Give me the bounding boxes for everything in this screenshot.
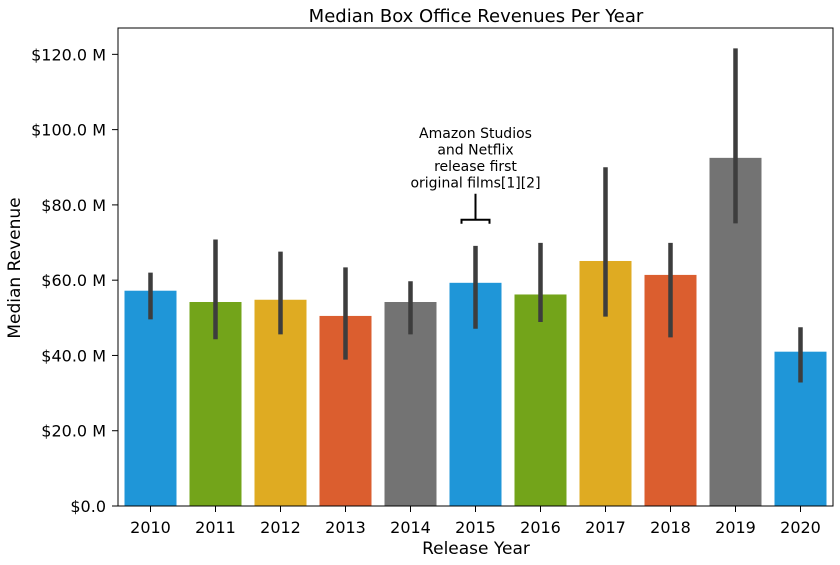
x-tick-label: 2018 [650,518,691,537]
y-tick-label: $0.0 [70,497,106,516]
x-tick-label: 2012 [260,518,301,537]
y-tick-label: $40.0 M [41,346,106,365]
bar-2010 [124,290,177,506]
y-tick-label: $20.0 M [41,422,106,441]
annotation-line: Amazon Studios [419,126,532,142]
bar-2016 [514,294,567,506]
x-axis-label: Release Year [422,539,530,559]
plot-area: $0.0 $20.0 M $40.0 M $60.0 M $80.0 M $100.0 M… [31,27,834,537]
y-tick-label: $120.0 M [31,45,106,64]
annotation-line: original films[1][2] [410,176,540,192]
x-tick-label: 2020 [780,518,821,537]
x-tick-label: 2017 [585,518,626,537]
annotation-line: release first [434,159,517,175]
chart-title: Median Box Office Revenues Per Year [309,6,644,27]
x-tick-label: 2013 [325,518,366,537]
annotation-bracket [460,193,491,224]
x-tick-label: 2019 [715,518,756,537]
bar-2014 [384,302,437,506]
y-tick-label: $60.0 M [41,271,106,290]
x-tick-label: 2010 [130,518,171,537]
annotation-line: and Netflix [437,143,513,159]
x-tick-label: 2011 [195,518,236,537]
x-tick-label: 2014 [390,518,431,537]
x-tick-label: 2016 [520,518,561,537]
x-tick-label: 2015 [455,518,496,537]
y-tick-label: $100.0 M [31,121,106,140]
y-tick-label: $80.0 M [41,196,106,215]
y-axis-label: Median Revenue [5,197,25,338]
